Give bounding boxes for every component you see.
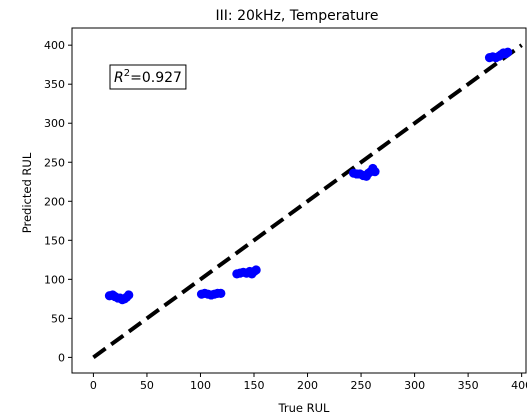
x-tick-label: 200 <box>297 379 318 392</box>
data-point <box>124 290 134 300</box>
x-tick-label: 100 <box>190 379 211 392</box>
x-tick-label: 400 <box>511 379 527 392</box>
x-tick-label: 50 <box>140 379 154 392</box>
data-points-layer <box>104 47 513 305</box>
data-point <box>251 265 261 275</box>
x-tick-label: 0 <box>90 379 97 392</box>
x-tick-label: 250 <box>351 379 372 392</box>
data-point <box>216 288 226 298</box>
y-tick-label: 100 <box>44 273 65 286</box>
y-axis-label: Predicted RUL <box>20 152 34 233</box>
x-tick-label: 150 <box>244 379 265 392</box>
y-tick-label: 250 <box>44 156 65 169</box>
chart-title: III: 20kHz, Temperature <box>216 8 379 24</box>
reference-line-layer <box>92 43 523 360</box>
data-point <box>370 167 380 177</box>
x-axis-label: True RUL <box>278 401 330 415</box>
data-point <box>503 47 513 57</box>
y-tick-label: 350 <box>44 78 65 91</box>
annotation-text: R2=0.927 <box>114 68 182 86</box>
y-tick-label: 400 <box>44 39 65 52</box>
annotation-box <box>109 64 187 90</box>
x-tick-label: 350 <box>458 379 479 392</box>
plot-frame <box>71 27 527 374</box>
y-axis-ticks: 0 50 100 150 200 250 300 350 400 <box>44 39 72 364</box>
x-tick-label: 300 <box>404 379 425 392</box>
y-tick-label: 50 <box>51 312 65 325</box>
y-tick-label: 0 <box>58 351 65 364</box>
r-squared-annotation: R2=0.927 <box>109 64 187 90</box>
y-tick-label: 300 <box>44 117 65 130</box>
reference-line <box>92 43 523 360</box>
x-axis-ticks: 0 50 100 150 200 250 300 350 400 <box>90 373 527 392</box>
y-tick-label: 150 <box>44 234 65 247</box>
y-tick-label: 200 <box>44 195 65 208</box>
